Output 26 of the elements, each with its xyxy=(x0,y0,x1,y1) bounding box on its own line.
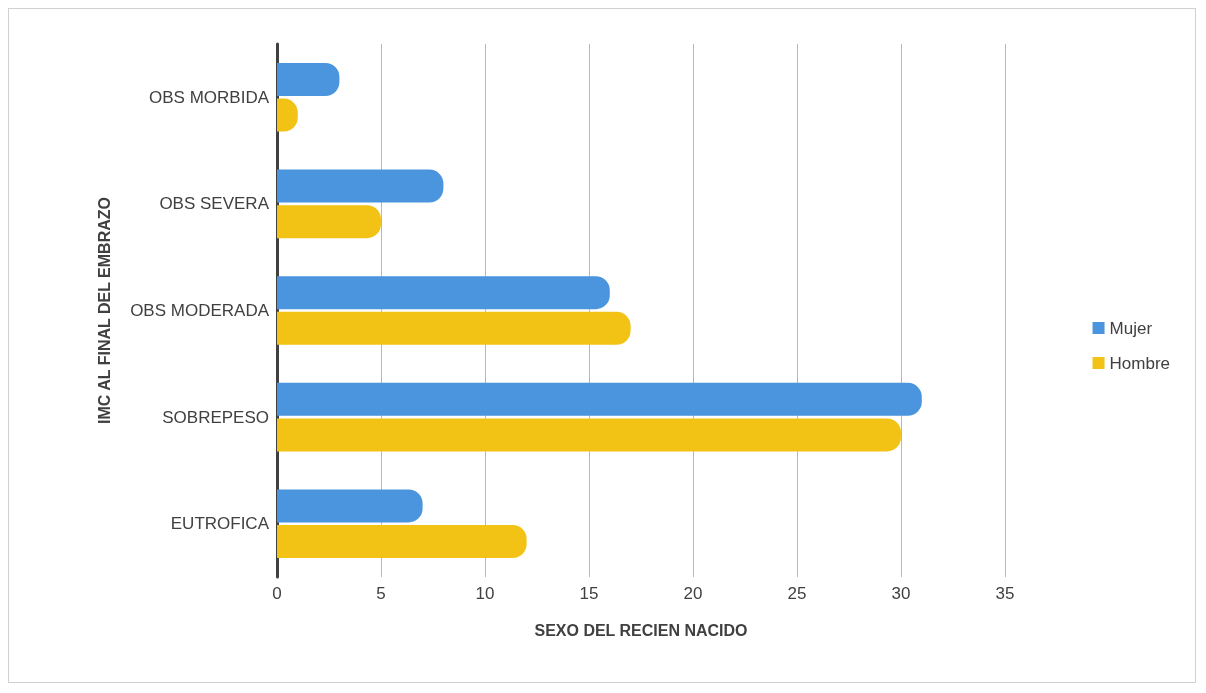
x-tick-label: 0 xyxy=(272,584,282,603)
x-tick-label: 10 xyxy=(475,584,495,603)
legend-label: Mujer xyxy=(1109,318,1153,338)
x-axis-title: SEXO DEL RECIEN NACIDO xyxy=(534,621,748,639)
x-tick-label: 30 xyxy=(891,584,911,603)
bar xyxy=(277,205,381,239)
x-tick-label: 5 xyxy=(376,584,386,603)
legend-label: Hombre xyxy=(1109,353,1171,373)
y-tick-label: SOBREPESO xyxy=(162,407,269,427)
bar xyxy=(277,525,527,559)
y-tick-label: OBS MORBIDA xyxy=(149,87,270,107)
y-axis-title: IMC AL FINAL DEL EMBRAZO xyxy=(95,197,113,424)
y-tick-label: OBS MODERADA xyxy=(130,301,270,320)
bar xyxy=(277,169,444,203)
x-tick-label: 20 xyxy=(683,584,703,603)
bar xyxy=(277,382,922,416)
x-tick-label: 25 xyxy=(787,584,807,603)
x-tick-label: 15 xyxy=(579,584,599,603)
y-tick-label: EUTROFICA xyxy=(170,514,270,534)
x-tick-label: 35 xyxy=(995,584,1015,603)
bar xyxy=(277,311,631,345)
y-tick-label: OBS SEVERA xyxy=(159,194,270,214)
bar xyxy=(277,276,610,310)
bar xyxy=(277,418,901,452)
bar xyxy=(277,489,423,523)
bar xyxy=(277,62,340,96)
